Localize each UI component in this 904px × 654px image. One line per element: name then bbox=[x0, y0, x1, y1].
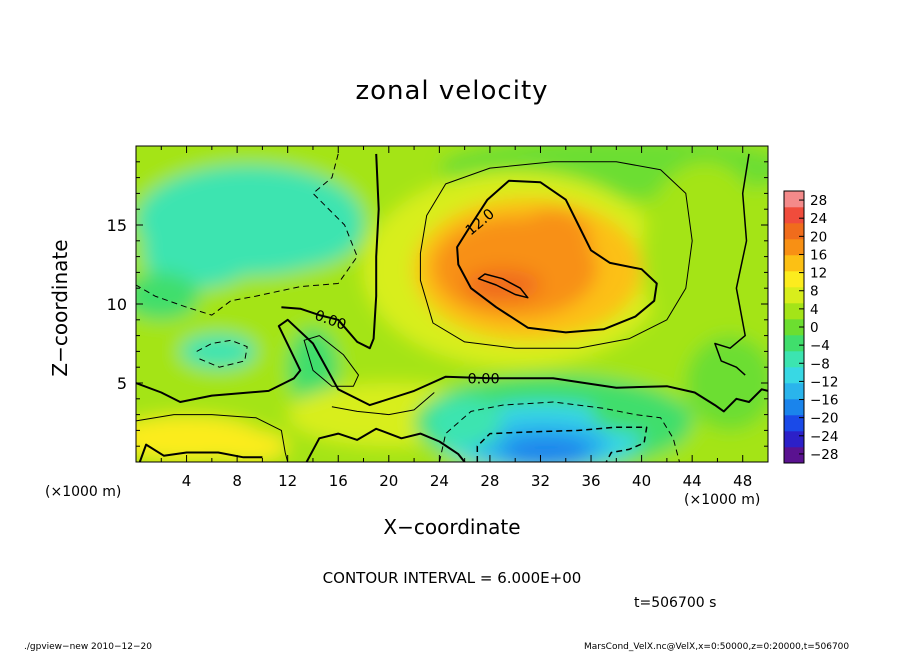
colorbar-swatch-7 bbox=[784, 335, 804, 352]
x-tick-label-48: 48 bbox=[733, 472, 752, 490]
x-axis-label: X−coordinate bbox=[383, 515, 521, 539]
colorbar-swatch-5 bbox=[784, 367, 804, 384]
colorbar-swatch-10 bbox=[784, 287, 804, 304]
y-axis-label: Z−coordinate bbox=[48, 239, 72, 377]
colorbar-label-1: 24 bbox=[810, 211, 827, 227]
colorbar-swatch-2 bbox=[784, 415, 804, 432]
colorbar-label-5: 8 bbox=[810, 284, 819, 300]
colorbar-swatch-13 bbox=[784, 239, 804, 256]
contour-18-core bbox=[477, 273, 529, 299]
x-tick-label-16: 16 bbox=[329, 472, 348, 490]
colorbar-swatch-11 bbox=[784, 271, 804, 288]
contour-6-mid bbox=[331, 392, 435, 416]
contour-zero-mid bbox=[136, 318, 768, 413]
colorbar-swatch-8 bbox=[784, 319, 804, 336]
colorbar-label-10: −12 bbox=[810, 374, 839, 390]
field-blob-22 bbox=[591, 395, 693, 434]
contour-12-outer bbox=[456, 179, 658, 334]
colorbar-swatch-4 bbox=[784, 383, 804, 400]
colorbar-swatch-1 bbox=[784, 431, 804, 448]
colorbar-label-12: −20 bbox=[810, 411, 839, 427]
field-blob-5 bbox=[287, 327, 339, 407]
colorbar-label-2: 20 bbox=[810, 229, 827, 245]
contour-zero-bottom bbox=[138, 443, 263, 462]
colorbar-label-9: −8 bbox=[810, 356, 830, 372]
colorbar-label-13: −24 bbox=[810, 429, 839, 445]
colorbar-swatch-12 bbox=[784, 255, 804, 272]
x-unit-label-left: (×1000 m) bbox=[45, 484, 122, 500]
colorbar-swatch-6 bbox=[784, 351, 804, 368]
field-blob-12 bbox=[641, 161, 768, 352]
field-blob-13 bbox=[685, 335, 768, 431]
x-tick-label-32: 32 bbox=[531, 472, 550, 490]
contour-6-ring bbox=[419, 161, 693, 349]
contour-neg6-bottom bbox=[476, 426, 648, 462]
colorbar-swatch-0 bbox=[784, 447, 804, 464]
x-unit-label-right: (×1000 m) bbox=[684, 492, 761, 508]
colorbar-swatch-16 bbox=[784, 191, 804, 208]
colorbar-swatch-14 bbox=[784, 223, 804, 240]
y-tick-label-10: 10 bbox=[107, 295, 127, 314]
chart-title: zonal velocity bbox=[355, 76, 549, 106]
colorbar-label-8: −4 bbox=[810, 338, 830, 354]
colorbar-label-0: 28 bbox=[810, 193, 827, 209]
field-blob-3 bbox=[136, 272, 200, 320]
contour-lines bbox=[136, 153, 768, 462]
colorbar-swatch-9 bbox=[784, 303, 804, 320]
contour-zero-right bbox=[714, 153, 750, 376]
field-blob-2 bbox=[142, 218, 257, 289]
colorbar-swatch-3 bbox=[784, 399, 804, 416]
colorbar: 28 24 20 16 12 8 4 0 −4 −8 −12 −16 −20 −24 −28 bbox=[783, 190, 839, 464]
x-tick-label-20: 20 bbox=[379, 472, 398, 490]
colorbar-label-6: 4 bbox=[810, 302, 819, 318]
x-tick-label-28: 28 bbox=[480, 472, 499, 490]
contour-neg6-lower-left bbox=[196, 339, 248, 368]
contour-interval: CONTOUR INTERVAL = 6.000E+00 bbox=[322, 569, 582, 587]
x-tick-label-36: 36 bbox=[581, 472, 600, 490]
colorbar-label-7: 0 bbox=[810, 320, 819, 336]
x-tick-label-4: 4 bbox=[182, 472, 192, 490]
field-blob-4 bbox=[180, 334, 257, 369]
x-tick-label-40: 40 bbox=[632, 472, 651, 490]
x-tick-label-12: 12 bbox=[278, 472, 297, 490]
field-blob-21 bbox=[426, 397, 503, 448]
footer-left: ./gpview−new 2010−12−20 bbox=[24, 642, 152, 652]
contour-6-left bbox=[136, 414, 289, 462]
field-blob-11 bbox=[515, 209, 592, 273]
contour-zero-bottom2 bbox=[305, 427, 466, 462]
colorbar-label-3: 16 bbox=[810, 247, 827, 263]
field-blob-20 bbox=[502, 436, 592, 462]
colorbar-label-11: −16 bbox=[810, 393, 839, 409]
time-stamp: t=506700 s bbox=[634, 595, 717, 611]
y-tick-label-15: 15 bbox=[107, 216, 127, 235]
contour-neg6-lower bbox=[438, 401, 680, 462]
contour-label-2: 0.00 bbox=[467, 371, 499, 387]
contour-6-blob bbox=[303, 335, 359, 387]
velocity-field bbox=[136, 146, 768, 462]
footer-right: MarsCond_VelX.nc@VelX,x=0:50000,z=0:2000… bbox=[584, 642, 850, 652]
field-blob-10 bbox=[464, 269, 541, 301]
contour-zero-upper bbox=[281, 153, 380, 350]
colorbar-label-14: −28 bbox=[810, 447, 839, 463]
x-tick-label-8: 8 bbox=[232, 472, 242, 490]
colorbar-label-4: 12 bbox=[810, 266, 827, 282]
x-tick-label-24: 24 bbox=[430, 472, 449, 490]
colorbar-swatch-15 bbox=[784, 207, 804, 224]
x-tick-label-44: 44 bbox=[683, 472, 702, 490]
y-tick-label-5: 5 bbox=[117, 374, 127, 393]
